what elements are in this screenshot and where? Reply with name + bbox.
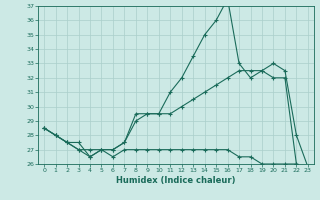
X-axis label: Humidex (Indice chaleur): Humidex (Indice chaleur) — [116, 176, 236, 185]
